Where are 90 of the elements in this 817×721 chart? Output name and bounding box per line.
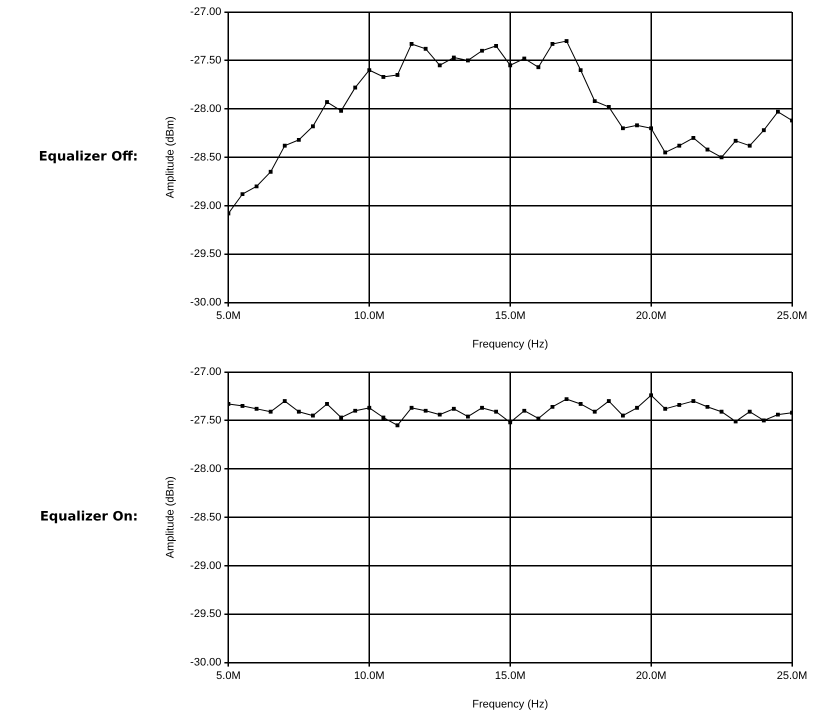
x-tick-label: 15.0M (494, 670, 526, 682)
point (578, 68, 583, 72)
point (706, 404, 710, 409)
point (325, 402, 329, 406)
y-tick-label: -27.50 (190, 414, 222, 426)
point (564, 397, 568, 402)
point (649, 126, 654, 130)
point (494, 44, 498, 48)
y-tick-label: -28.50 (190, 511, 222, 524)
y-tick-label: -28.00 (190, 102, 222, 115)
point (410, 42, 414, 46)
point (268, 170, 273, 174)
text: Equalizer Off: (38, 150, 138, 165)
point (706, 148, 710, 152)
point (339, 416, 344, 420)
point (592, 99, 597, 104)
y-tick-label: -28.00 (190, 462, 222, 475)
point (691, 399, 696, 403)
x-tick-label: 20.0M (636, 310, 666, 322)
y-axis-title: Amplitude (dBm) (164, 116, 177, 198)
x-tick-label: 5.0M (216, 670, 241, 682)
point (762, 418, 766, 422)
point (494, 410, 498, 414)
point (254, 406, 258, 411)
x-axis-title: Frequency (Hz) (472, 698, 548, 710)
point (606, 399, 611, 403)
point (550, 42, 554, 46)
point (311, 414, 315, 418)
point (621, 414, 625, 418)
point (578, 402, 583, 406)
point (438, 412, 442, 417)
point (635, 406, 639, 410)
point (635, 123, 639, 128)
point (720, 155, 724, 160)
point (677, 403, 682, 407)
point (296, 410, 301, 414)
point (536, 65, 540, 70)
point (240, 192, 244, 196)
point (282, 399, 287, 403)
x-tick-label: 25.0M (776, 310, 808, 322)
y-tick-label: -27.00 (190, 6, 222, 18)
point (480, 48, 484, 53)
point (776, 412, 780, 417)
x-tick-label: 15.0M (494, 310, 526, 322)
point (311, 124, 315, 128)
point (480, 406, 484, 410)
point (381, 74, 386, 79)
x-tick-label: 25.0M (776, 670, 808, 682)
point (254, 184, 258, 188)
point (776, 110, 780, 114)
point (424, 408, 428, 413)
point (691, 136, 696, 140)
point (396, 423, 400, 428)
y-tick-label: -29.00 (190, 200, 222, 212)
point (720, 410, 724, 414)
point (381, 416, 386, 420)
point (734, 138, 738, 143)
point (240, 404, 244, 408)
point (325, 100, 329, 104)
y-tick-label: -29.00 (190, 560, 222, 572)
y-tick-label: -29.50 (190, 608, 222, 620)
y-tick-label: -29.50 (190, 248, 222, 260)
y-tick-label: -27.00 (190, 366, 222, 378)
point (353, 86, 358, 90)
x-tick-label: 5.0M (216, 310, 241, 322)
y-tick-label: -30.00 (190, 296, 222, 309)
point (396, 73, 400, 77)
text: Equalizer On: (40, 510, 138, 525)
point (466, 414, 470, 418)
point (452, 56, 456, 60)
y-tick-label: -27.50 (190, 54, 222, 66)
point (466, 58, 470, 62)
point (410, 406, 414, 410)
y-tick-label: -30.00 (190, 656, 222, 669)
x-tick-label: 10.0M (354, 670, 385, 682)
point (268, 410, 273, 414)
x-tick-label: 20.0M (636, 670, 666, 682)
point (296, 138, 301, 142)
point (649, 393, 654, 398)
point (621, 126, 625, 130)
point (424, 46, 428, 51)
point (564, 39, 568, 43)
y-axis-title: Amplitude (dBm) (164, 476, 177, 558)
point (550, 404, 554, 409)
point (663, 150, 668, 154)
x-tick-label: 10.0M (354, 310, 385, 322)
y-tick-label: -28.50 (190, 151, 222, 164)
x-axis-title: Frequency (Hz) (472, 338, 548, 350)
point (367, 406, 372, 410)
point (367, 68, 372, 72)
